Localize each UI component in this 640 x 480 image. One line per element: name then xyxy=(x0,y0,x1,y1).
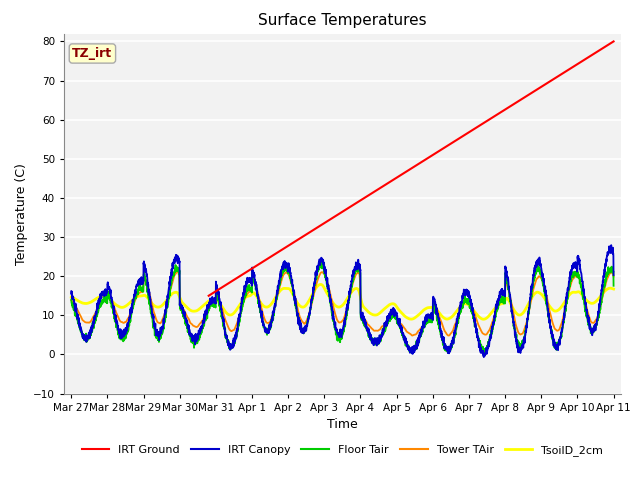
Floor Tair xyxy=(67,297,75,302)
IRT Canopy xyxy=(541,287,548,293)
TsoilD_2cm xyxy=(541,296,548,301)
Tower TAir xyxy=(610,274,618,279)
Floor Tair xyxy=(600,289,607,295)
Text: TZ_irt: TZ_irt xyxy=(72,47,113,60)
IRT Canopy xyxy=(599,279,607,285)
X-axis label: Time: Time xyxy=(327,418,358,431)
Tower TAir xyxy=(408,333,416,338)
TsoilD_2cm xyxy=(67,294,75,300)
IRT Ground xyxy=(541,82,548,88)
TsoilD_2cm xyxy=(317,282,324,288)
Floor Tair xyxy=(275,281,283,287)
Line: TsoilD_2cm: TsoilD_2cm xyxy=(71,285,614,319)
Tower TAir xyxy=(541,286,548,292)
IRT Ground xyxy=(299,234,307,240)
TsoilD_2cm xyxy=(480,316,488,322)
IRT Ground xyxy=(610,38,618,44)
Line: Floor Tair: Floor Tair xyxy=(71,262,614,353)
TsoilD_2cm xyxy=(610,286,618,292)
Tower TAir xyxy=(67,298,75,303)
Y-axis label: Temperature (C): Temperature (C) xyxy=(15,163,28,264)
Tower TAir xyxy=(600,291,607,297)
Floor Tair xyxy=(481,350,488,356)
TsoilD_2cm xyxy=(275,289,283,295)
Line: IRT Ground: IRT Ground xyxy=(209,41,614,296)
IRT Ground xyxy=(599,45,607,51)
IRT Canopy xyxy=(161,310,169,315)
TsoilD_2cm xyxy=(161,299,169,305)
Floor Tair xyxy=(161,315,169,321)
IRT Canopy xyxy=(67,288,75,294)
Tower TAir xyxy=(129,303,137,309)
IRT Canopy xyxy=(299,328,307,334)
IRT Canopy xyxy=(129,299,137,305)
Tower TAir xyxy=(173,269,181,275)
Tower TAir xyxy=(299,319,307,325)
TsoilD_2cm xyxy=(299,304,307,310)
TsoilD_2cm xyxy=(129,297,137,302)
IRT Canopy xyxy=(480,354,488,360)
IRT Canopy xyxy=(610,272,618,278)
Floor Tair xyxy=(610,283,618,288)
Legend: IRT Ground, IRT Canopy, Floor Tair, Tower TAir, TsoilD_2cm: IRT Ground, IRT Canopy, Floor Tair, Towe… xyxy=(77,440,607,460)
Line: Tower TAir: Tower TAir xyxy=(71,272,614,336)
Title: Surface Temperatures: Surface Temperatures xyxy=(258,13,427,28)
Floor Tair xyxy=(299,328,307,334)
Floor Tair xyxy=(129,304,137,310)
IRT Canopy xyxy=(275,278,283,284)
Line: IRT Canopy: IRT Canopy xyxy=(71,245,614,357)
Tower TAir xyxy=(161,308,169,314)
Tower TAir xyxy=(276,285,284,291)
IRT Canopy xyxy=(607,242,615,248)
TsoilD_2cm xyxy=(600,290,607,296)
IRT Ground xyxy=(275,249,283,254)
Floor Tair xyxy=(541,291,548,297)
Floor Tair xyxy=(317,259,325,265)
